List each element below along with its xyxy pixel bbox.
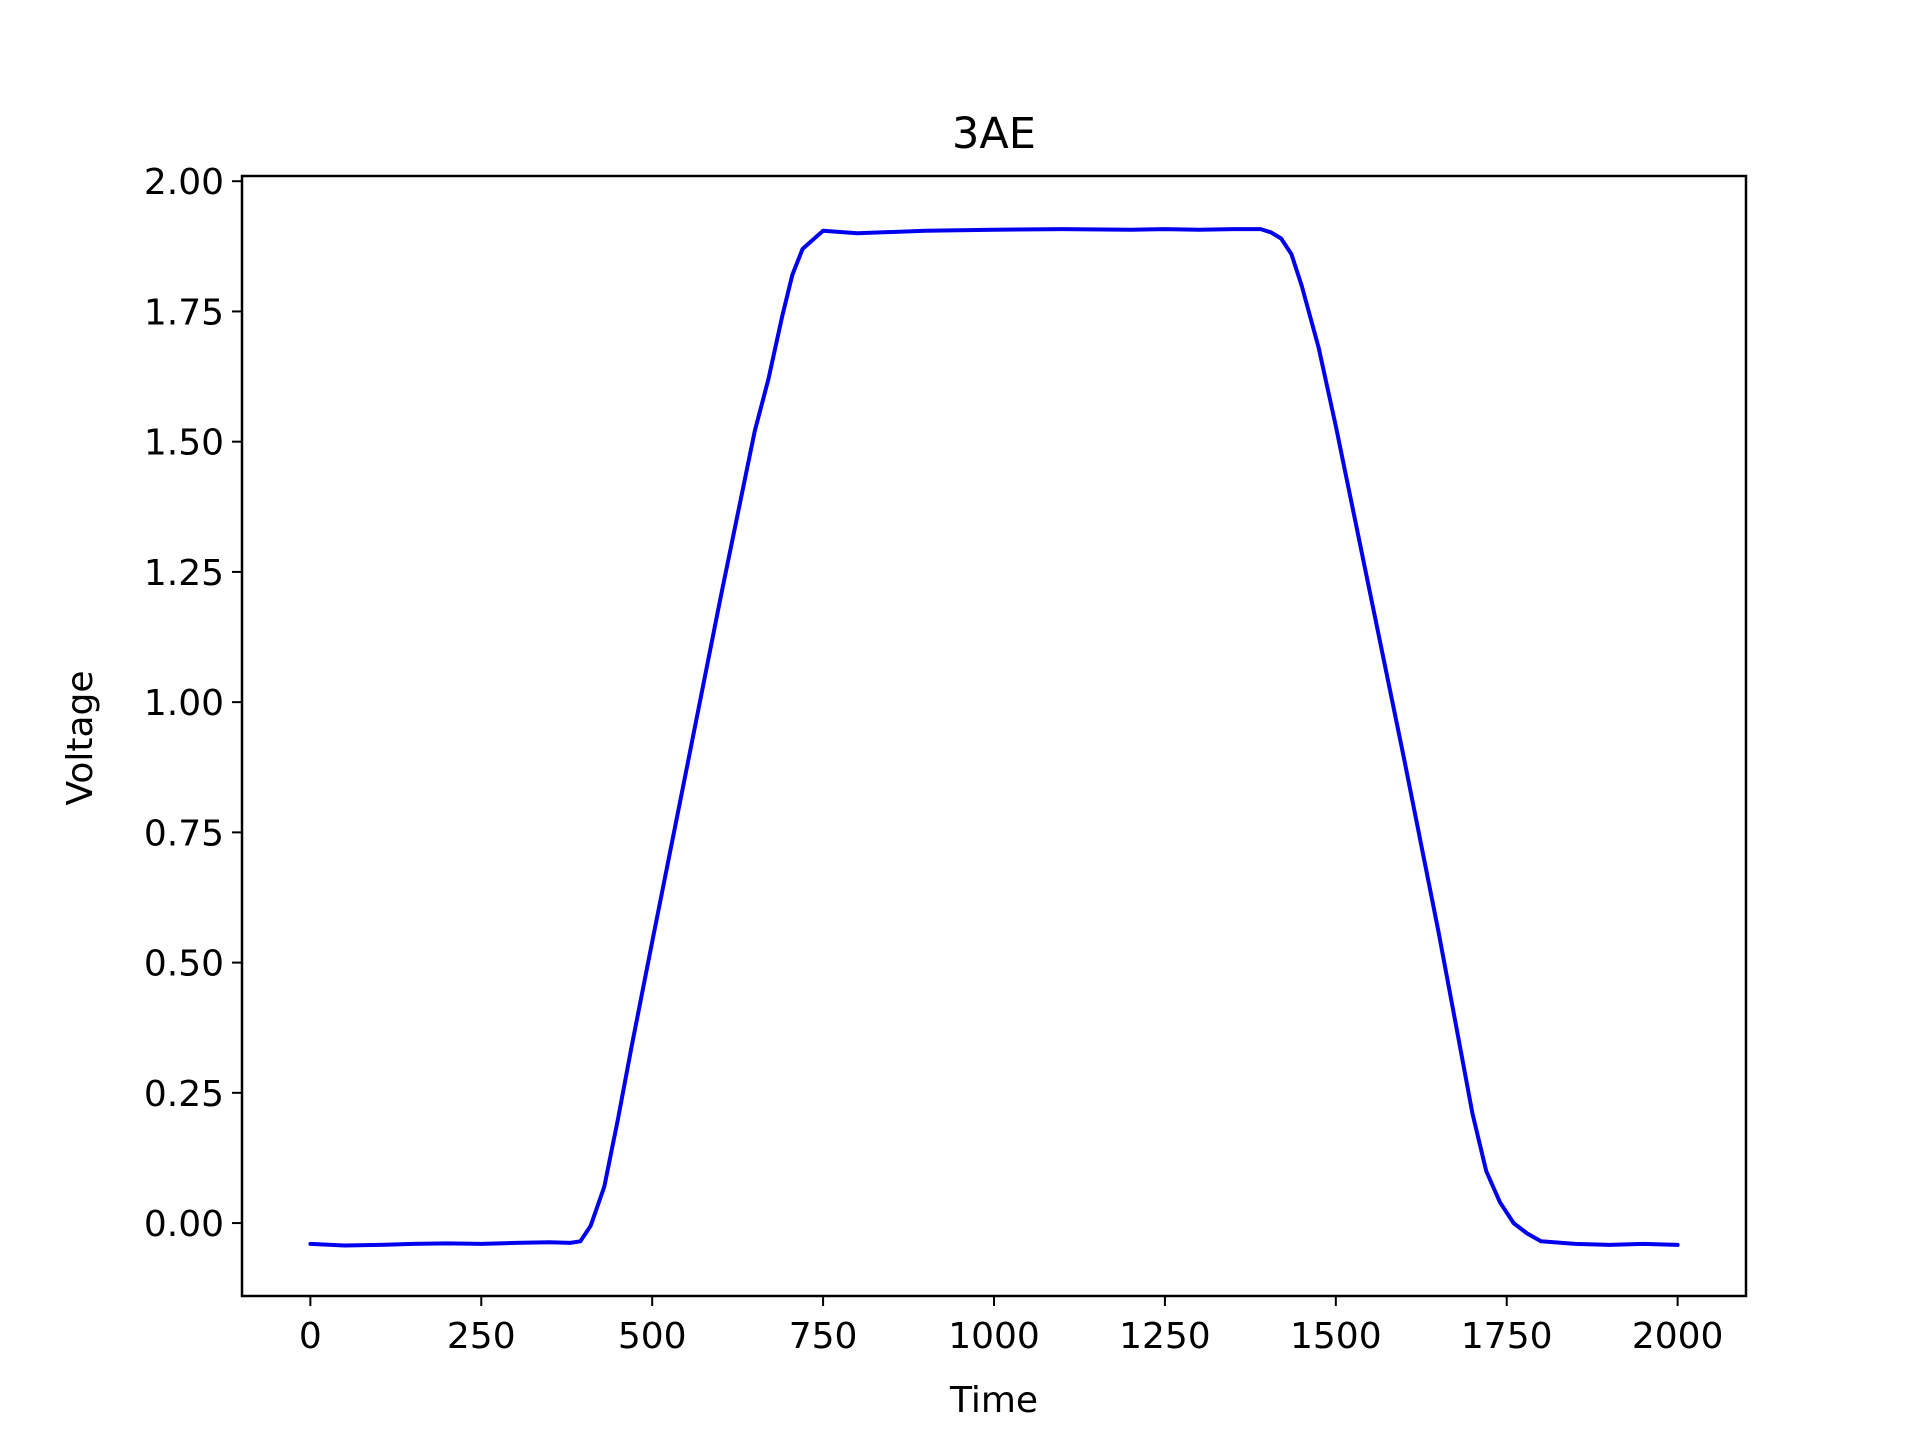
x-axis-label: Time	[949, 1380, 1038, 1421]
plot-frame	[240, 174, 1748, 1298]
x-tick-label: 250	[447, 1316, 516, 1357]
y-tick-label: 1.00	[144, 683, 224, 724]
x-tick-label: 500	[618, 1316, 687, 1357]
y-tick-label: 0.75	[144, 813, 224, 854]
y-tick-label: 0.00	[144, 1204, 224, 1245]
y-tick-label: 1.25	[144, 553, 224, 594]
y-tick-label: 2.00	[144, 162, 224, 203]
x-tick-label: 1250	[1119, 1316, 1211, 1357]
x-tick-label: 2000	[1632, 1316, 1724, 1357]
x-tick-label: 0	[299, 1316, 322, 1357]
chart-title: 3AE	[952, 109, 1036, 159]
y-axis-label: Voltage	[60, 670, 101, 805]
x-axis: 0 250 500 750 1000 1250 1500 1750 2000	[299, 1296, 1724, 1357]
plot-area	[308, 227, 1680, 1248]
x-tick-label: 1750	[1461, 1316, 1553, 1357]
y-tick-label: 0.25	[144, 1074, 224, 1115]
x-tick-label: 1000	[948, 1316, 1040, 1357]
y-tick-label: 1.50	[144, 423, 224, 464]
series-line	[308, 227, 1680, 1248]
y-tick-label: 0.50	[144, 944, 224, 985]
y-tick-label: 1.75	[144, 292, 224, 333]
x-tick-label: 750	[789, 1316, 858, 1357]
x-tick-label: 1500	[1290, 1316, 1382, 1357]
y-axis: 0.00 0.25 0.50 0.75 1.00 1.25 1.50 1.75 2.00	[144, 162, 242, 1245]
